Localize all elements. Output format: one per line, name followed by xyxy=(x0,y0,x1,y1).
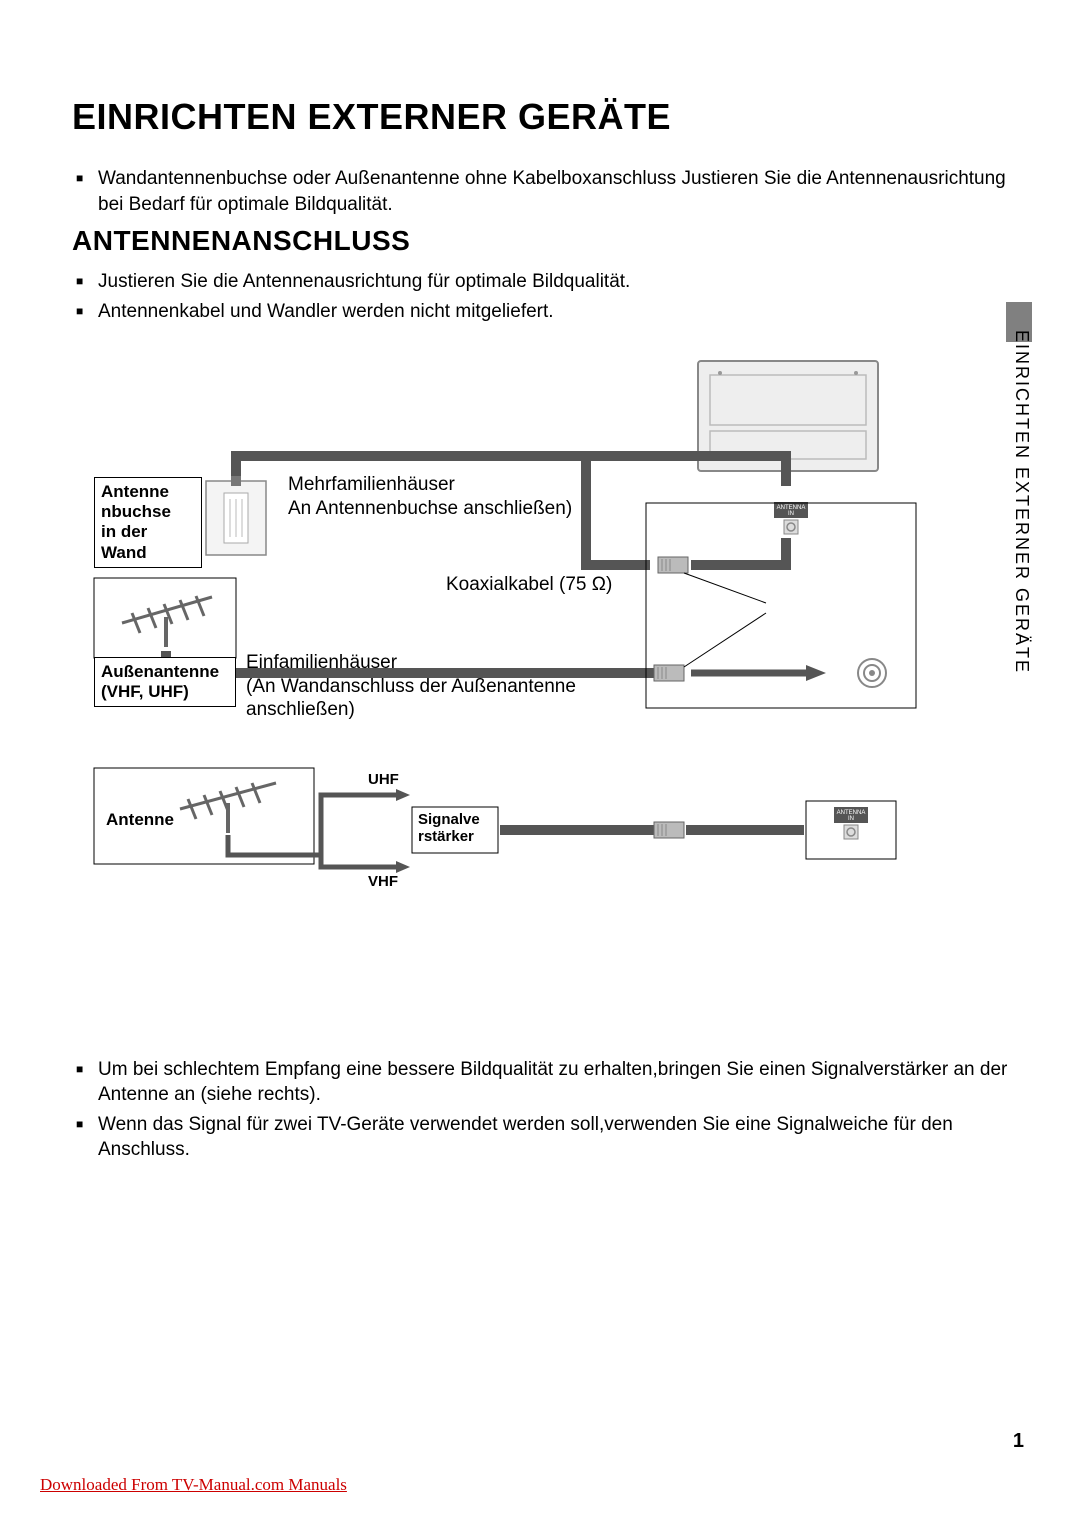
connection-diagram: ANTENNA IN xyxy=(86,353,986,1053)
antenna-label-2: Antenne xyxy=(106,809,174,830)
bottom-list: Um bei schlechtem Empfang eine bessere B… xyxy=(72,1057,1008,1164)
bottom-bullet: Um bei schlechtem Empfang eine bessere B… xyxy=(98,1057,1008,1108)
outdoor-antenna-icon xyxy=(122,596,212,647)
section-bullet: Antennenkabel und Wandler werden nicht m… xyxy=(98,299,1008,325)
uhf-label: UHF xyxy=(368,771,399,790)
footer-link[interactable]: Downloaded From TV-Manual.com Manuals xyxy=(40,1475,347,1495)
page-title: EINRICHTEN EXTERNER GERÄTE xyxy=(72,96,1008,138)
svg-text:IN: IN xyxy=(788,511,794,517)
single-family-sub: (An Wandanschluss der Außenantenne ansch… xyxy=(246,675,586,723)
antenna-in-port: ANTENNA IN xyxy=(774,502,808,534)
section-list: Justieren Sie die Antennenausrichtung fü… xyxy=(72,269,1008,324)
outdoor-antenna-label: Außenantenne(VHF, UHF) xyxy=(94,657,236,708)
multi-family-label: Mehrfamilienhäuser xyxy=(288,473,455,497)
section-bullet: Justieren Sie die Antennenausrichtung fü… xyxy=(98,269,1008,295)
vhf-label: VHF xyxy=(368,873,398,892)
multi-family-sub: An Antennenbuchse anschließen) xyxy=(288,497,572,521)
wall-socket-icon xyxy=(206,481,266,555)
side-section-label: EINRICHTEN EXTERNER GERÄTE xyxy=(1011,330,1032,674)
bottom-bullet: Wenn das Signal für zwei TV-Geräte verwe… xyxy=(98,1112,1008,1163)
coax-label: Koaxialkabel (75 Ω) xyxy=(446,573,612,597)
svg-text:IN: IN xyxy=(848,816,854,822)
section-title: ANTENNENANSCHLUSS xyxy=(72,225,1008,257)
wall-socket-label: Antennenbuchsein derWand xyxy=(94,477,202,569)
amplifier-label: Signalverstärker xyxy=(418,811,480,846)
intro-list: Wandantennenbuchse oder Außenantenne ohn… xyxy=(72,166,1008,217)
single-family-label: Einfamilienhäuser xyxy=(246,651,397,675)
antenna-icon-2 xyxy=(180,783,276,833)
intro-bullet: Wandantennenbuchse oder Außenantenne ohn… xyxy=(98,166,1008,217)
page-number: 1 xyxy=(1013,1430,1024,1453)
